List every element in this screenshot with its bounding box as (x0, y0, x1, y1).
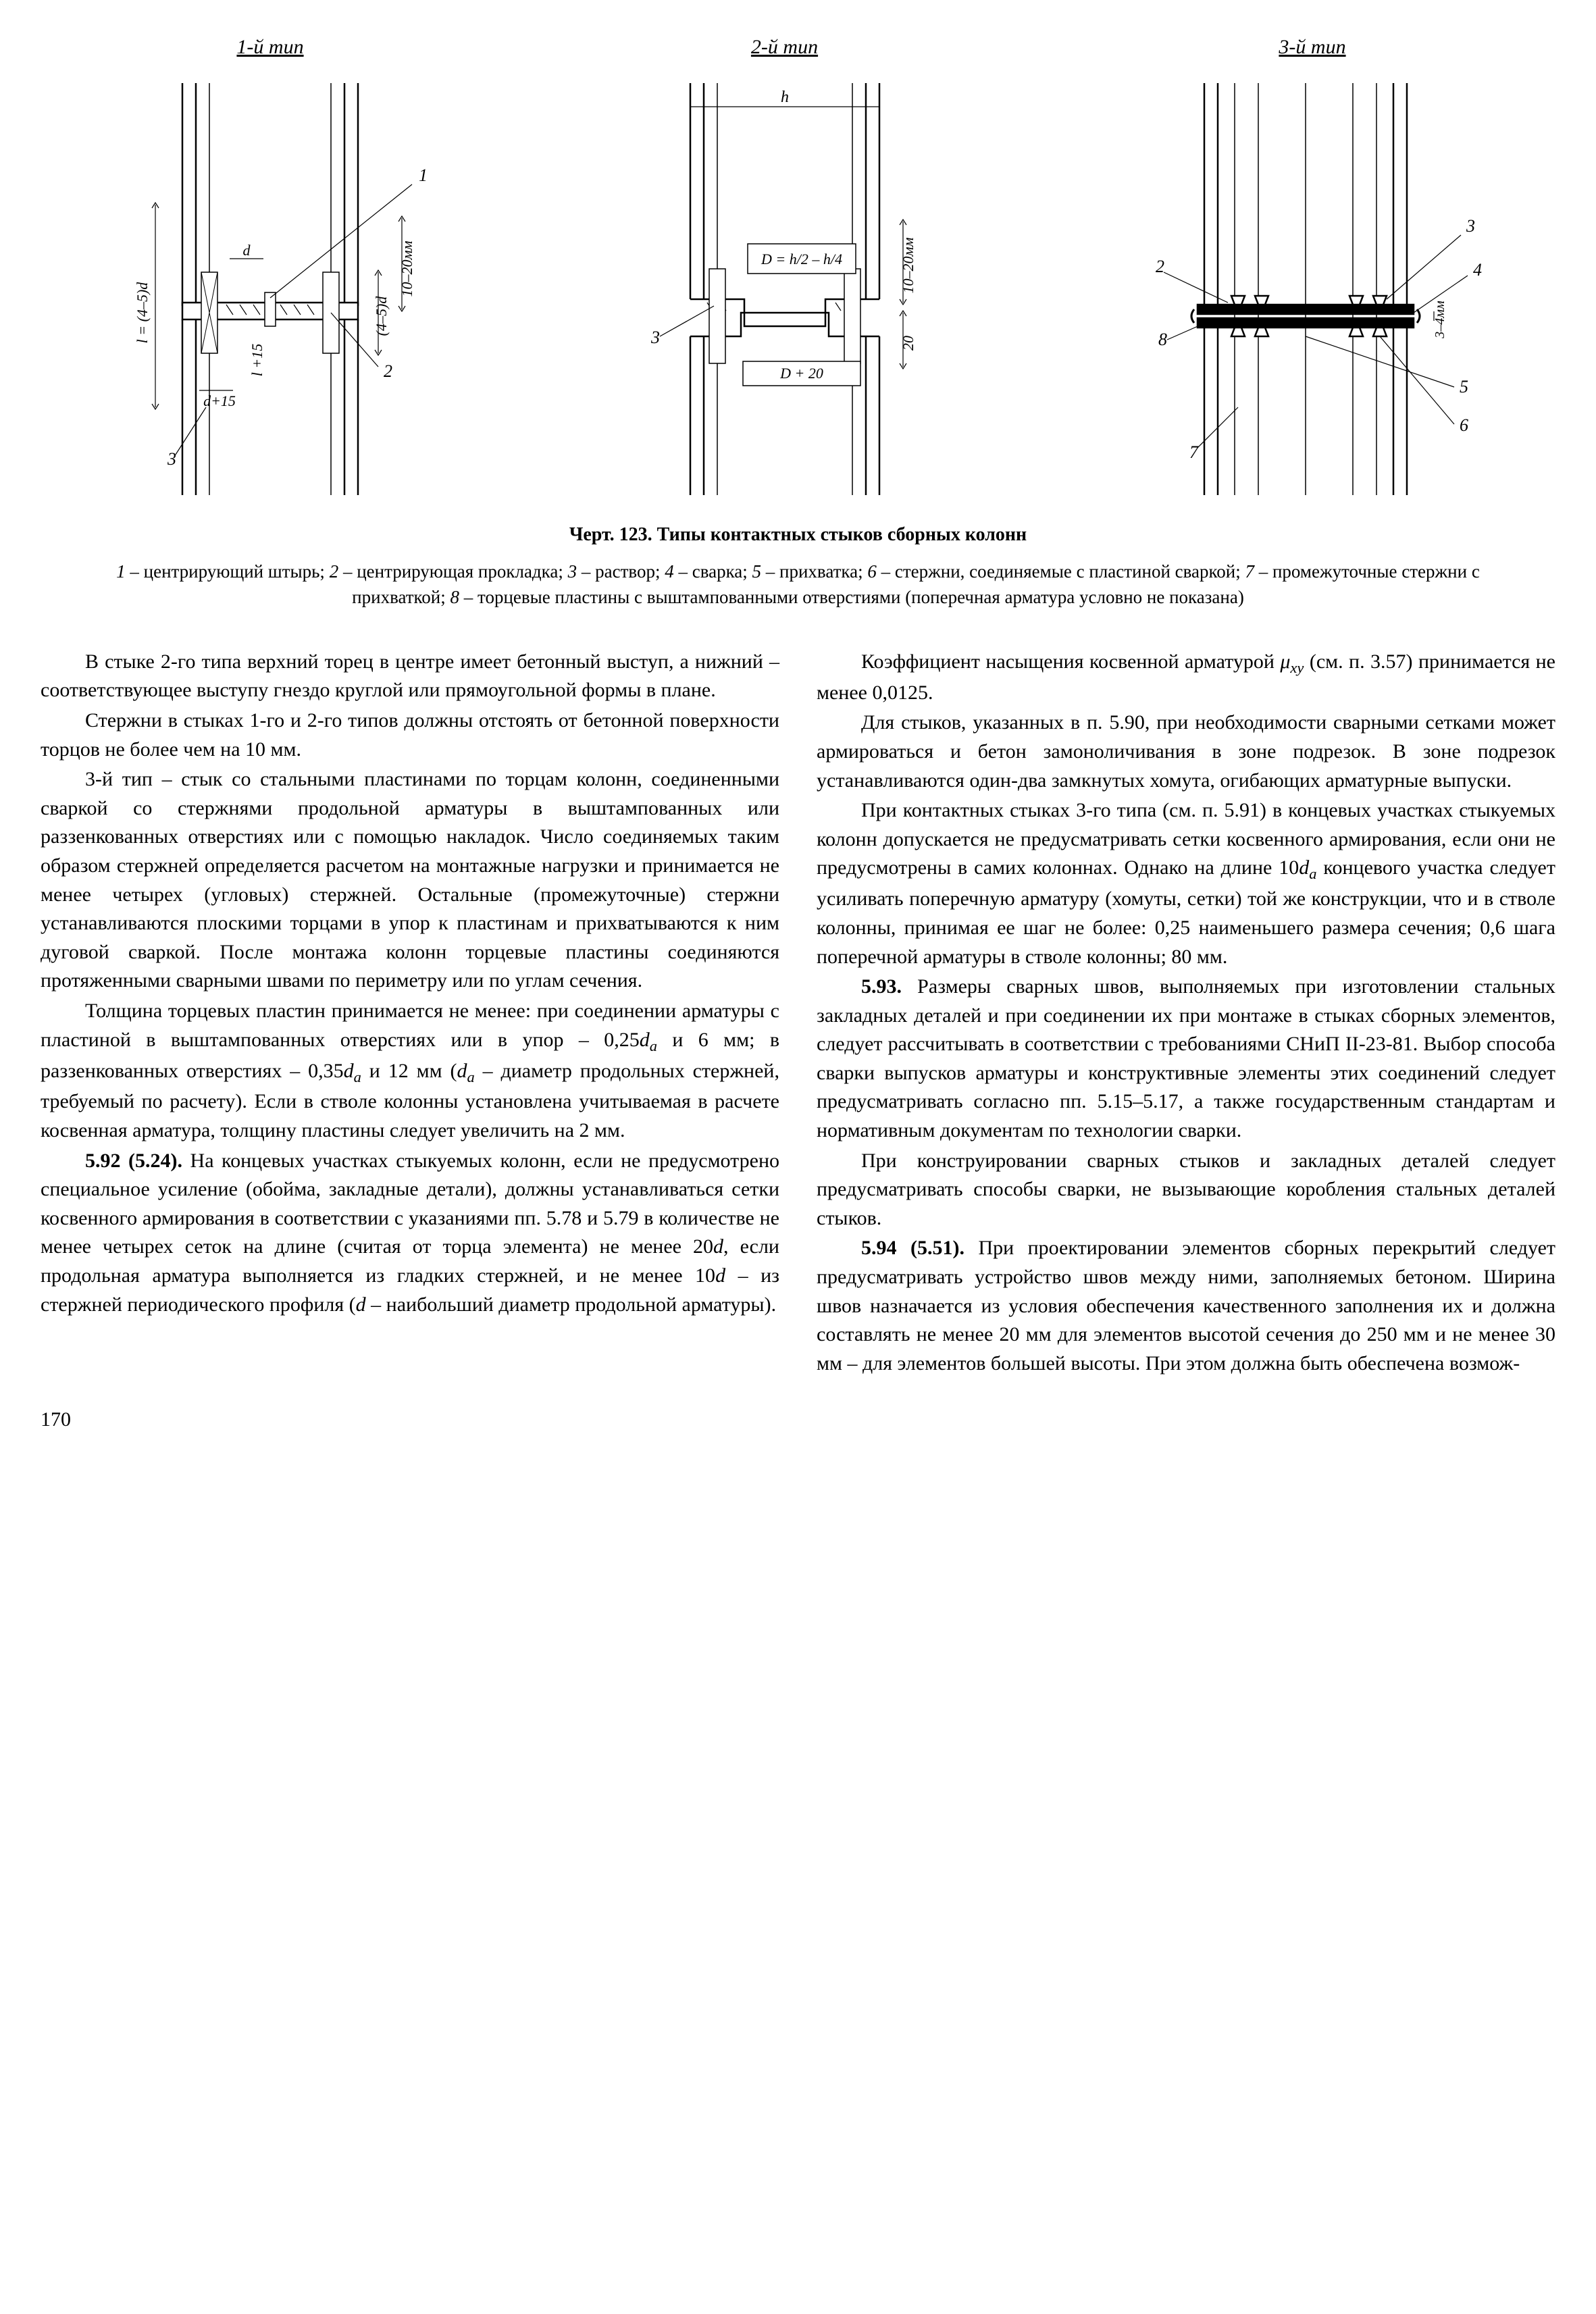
figure-caption: Черт. 123. Типы контактных стыков сборны… (41, 522, 1555, 548)
right-p4a: 5.93. (861, 975, 917, 998)
fig1-label-l15: l +15 (249, 343, 265, 376)
fig1-label-v20: 10–20мм (398, 240, 415, 297)
legend-8n: 8 (451, 587, 460, 607)
legend-2n: 2 (330, 561, 339, 582)
fig1-label-l-right: (4–5)d (373, 295, 390, 336)
left-p4f: a (354, 1069, 361, 1085)
left-p4c: a (650, 1037, 657, 1054)
legend-1t: – центрирующий штырь; (126, 561, 330, 582)
fig2-label-v20: 10–20мм (900, 237, 917, 293)
fig2-label-h: h (781, 88, 789, 106)
legend-3t: – раствор; (577, 561, 665, 582)
fig1-label-l-left: l = (4–5)d (134, 281, 151, 343)
fig3-callout-4: 4 (1473, 260, 1482, 280)
legend-7n: 7 (1245, 561, 1254, 582)
right-p3c: a (1309, 865, 1316, 882)
figure-2-svg: h D = h/2 – h/4 D + 20 10–20мм 20 3 (609, 70, 960, 502)
figure-1-svg: l = (4–5)d (4–5)d 10–20мм d d+15 l +15 1… (95, 70, 446, 502)
left-p5g: d (356, 1293, 366, 1316)
page-number: 170 (41, 1406, 1555, 1434)
right-column: Коэффициент насыщения косвенной арматуро… (817, 648, 1555, 1380)
fig1-callout-2: 2 (384, 361, 392, 381)
legend-4t: – сварка; (674, 561, 752, 582)
left-p5h: – наибольший диаметр продольной арматуры… (366, 1293, 776, 1316)
fig1-callout-1: 1 (419, 165, 428, 185)
fig2-label-v20b: 20 (900, 336, 917, 351)
legend-3n: 3 (568, 561, 577, 582)
left-p4i: a (467, 1069, 474, 1085)
left-p5e: d (715, 1264, 725, 1287)
right-p2: Для стыков, указанных в п. 5.90, при нео… (817, 709, 1555, 795)
right-p3: При контактных стыках 3-го типа (см. п. … (817, 796, 1555, 971)
fig3-callout-5: 5 (1460, 377, 1468, 396)
figure-3-title: 3-й тип (1279, 34, 1345, 61)
left-p5c: d (713, 1235, 723, 1258)
body-columns: В стыке 2-го типа верхний торец в центре… (41, 648, 1555, 1380)
left-p4e: d (344, 1060, 354, 1082)
fig1-label-d15: d+15 (203, 392, 236, 409)
legend-6t: – стержни, соединяемые с пластиной сварк… (877, 561, 1245, 582)
legend-6n: 6 (867, 561, 877, 582)
figure-legend: 1 – центрирующий штырь; 2 – центрирующая… (108, 559, 1488, 611)
legend-5n: 5 (752, 561, 762, 582)
right-p6a: 5.94 (5.51). (861, 1237, 978, 1259)
legend-8t: – торцевые пластины с выштампованными от… (459, 587, 1244, 607)
legend-1n: 1 (116, 561, 126, 582)
left-column: В стыке 2-го типа верхний торец в центре… (41, 648, 779, 1380)
fig2-label-D20: D + 20 (779, 365, 823, 382)
figure-2-title: 2-й тип (751, 34, 818, 61)
left-p2: Стержни в стыках 1-го и 2-го типов должн… (41, 706, 779, 764)
left-p4g: и 12 мм ( (361, 1060, 457, 1082)
legend-4n: 4 (665, 561, 674, 582)
right-p4: 5.93. Размеры сварных швов, выполняемых … (817, 973, 1555, 1146)
fig1-callout-3: 3 (167, 449, 176, 469)
legend-2t: – центрирующая прокладка; (338, 561, 567, 582)
fig3-callout-7: 7 (1189, 442, 1199, 462)
figure-1: 1-й тип (95, 34, 446, 502)
figure-3-svg: 3–4мм 2 3 4 5 6 7 8 (1123, 70, 1501, 502)
figure-3: 3-й тип (1123, 34, 1501, 502)
left-p4b: d (640, 1029, 650, 1051)
fig2-label-D: D = h/2 – h/4 (761, 251, 842, 267)
fig3-label-mm: 3–4мм (1433, 301, 1447, 339)
fig3-callout-8: 8 (1158, 330, 1167, 349)
figure-1-title: 1-й тип (236, 34, 303, 61)
right-p6: 5.94 (5.51). При проектировании элементо… (817, 1234, 1555, 1378)
fig2-callout-3: 3 (650, 328, 660, 347)
left-p3: 3-й тип – стык со стальными пластинами п… (41, 765, 779, 996)
right-p1c: xy (1290, 659, 1304, 676)
right-p1a: Коэффициент насыщения косвенной арматуро… (861, 650, 1280, 673)
right-p5: При конструировании сварных стыков и зак… (817, 1147, 1555, 1233)
fig3-callout-2: 2 (1156, 257, 1164, 276)
left-p5: 5.92 (5.24). На концевых участках стыкуе… (41, 1147, 779, 1320)
left-p5a: 5.92 (5.24). (85, 1150, 190, 1172)
right-p3b: d (1299, 856, 1309, 879)
fig3-callout-3: 3 (1466, 216, 1475, 236)
right-p1b: μ (1280, 650, 1290, 673)
fig3-callout-6: 6 (1460, 415, 1468, 435)
left-p4: Толщина торцевых пластин принимается не … (41, 997, 779, 1146)
right-p4b: Размеры сварных швов, выполняемых при из… (817, 975, 1555, 1141)
figure-2: 2-й тип (609, 34, 960, 502)
legend-5t: – прихватка; (761, 561, 867, 582)
fig1-label-d: d (243, 242, 251, 259)
left-p1: В стыке 2-го типа верхний торец в центре… (41, 648, 779, 705)
figures-row: 1-й тип (41, 34, 1555, 502)
right-p1: Коэффициент насыщения косвенной арматуро… (817, 648, 1555, 708)
left-p4h: d (457, 1060, 467, 1082)
